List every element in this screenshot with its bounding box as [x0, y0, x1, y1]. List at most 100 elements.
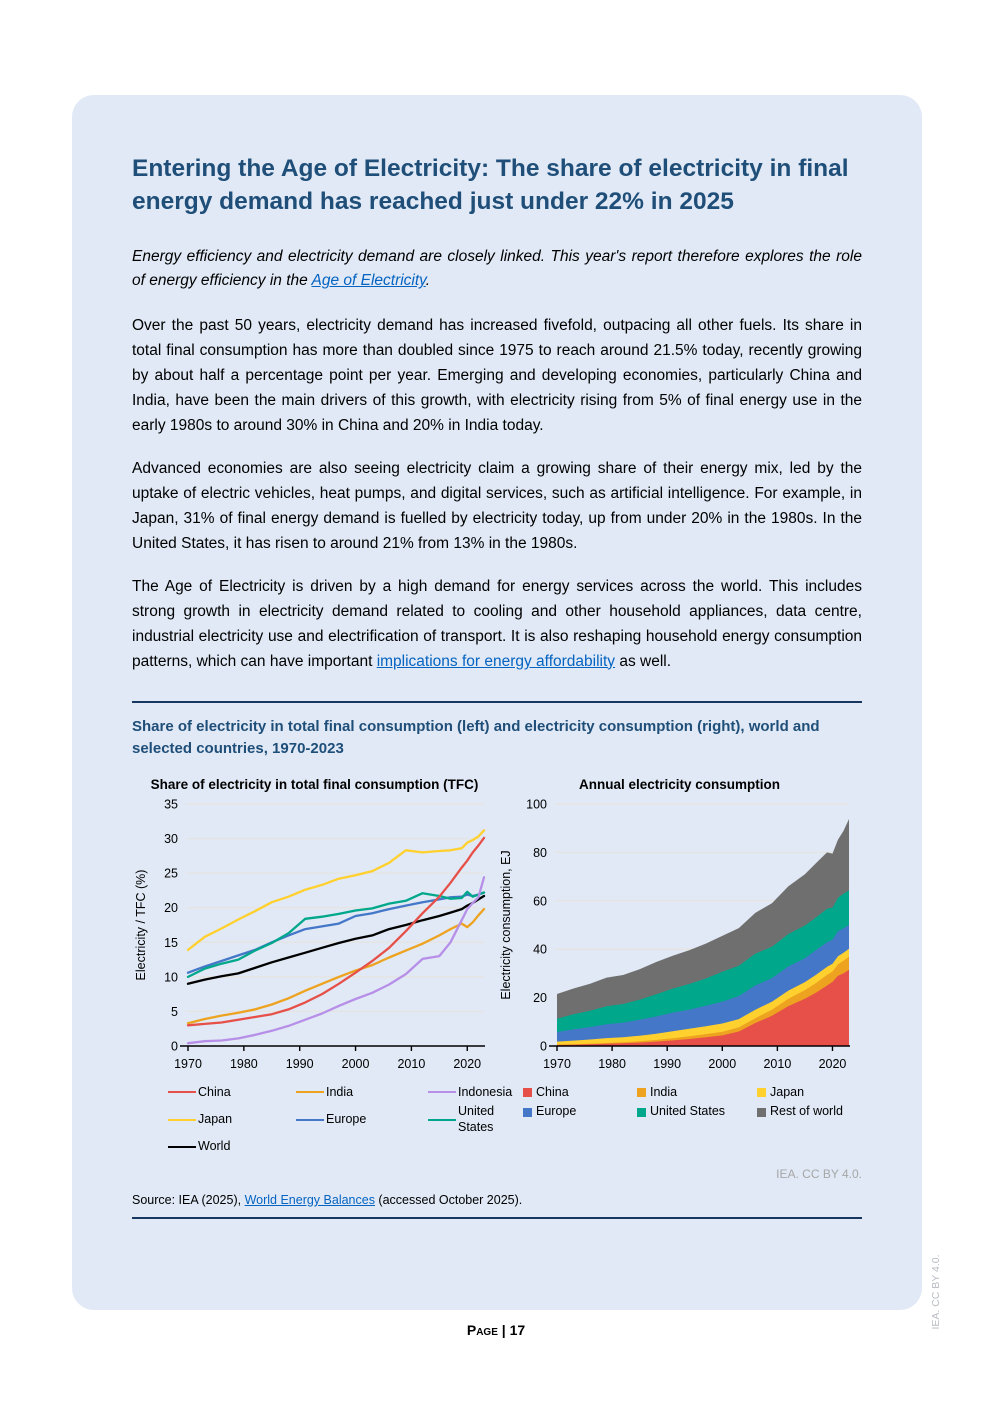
series-line-china [186, 836, 486, 1027]
legend-swatch [757, 1107, 766, 1117]
legend-label: India [650, 1084, 678, 1099]
svg-text:2020: 2020 [819, 1057, 847, 1071]
x-axis: 1970 1980 1990 2000 2010 2020 [543, 1044, 850, 1071]
series-area-china [557, 969, 849, 1046]
svg-text:5: 5 [171, 1005, 178, 1019]
paragraph-2: Advanced economies are also seeing elect… [132, 459, 862, 552]
svg-text:2020: 2020 [453, 1057, 481, 1071]
svg-text:40: 40 [533, 942, 547, 956]
legend-label: Japan [770, 1084, 805, 1099]
figure-heading: Share of electricity in total final cons… [132, 717, 820, 758]
figure-attribution: IEA. CC BY 4.0. [776, 1167, 862, 1182]
legend-item-china: China [523, 1085, 637, 1101]
figure-source: Source: IEA (2025), World Energy Balance… [132, 1193, 862, 1207]
legend-item-indonesia: Indonesia [428, 1085, 512, 1101]
source-text-post: (accessed October 2025). [374, 1193, 523, 1208]
world-energy-balances-link[interactable]: World Energy Balances [244, 1193, 375, 1208]
line-chart-block: Share of electricity in total final cons… [132, 776, 512, 1156]
paragraph-3: The Age of Electricity is driven by a hi… [132, 575, 862, 675]
legend-swatch [523, 1087, 532, 1097]
svg-text:35: 35 [164, 797, 178, 811]
affordability-link[interactable]: implications for energy affordability [376, 652, 616, 670]
svg-text:1990: 1990 [286, 1057, 314, 1071]
line-chart-legend: China India Indonesia Japan Europe United Sta… [168, 1085, 512, 1156]
legend-label: Japan [198, 1112, 233, 1127]
legend-swatch [523, 1107, 532, 1117]
svg-text:2000: 2000 [342, 1057, 370, 1071]
svg-text:10: 10 [164, 970, 178, 984]
figure-bottom-rule [132, 1217, 862, 1220]
paragraph-3-pre: The Age of Electricity is driven by a hi… [132, 577, 862, 670]
line-chart: 0 5 10 15 20 25 30 35 Electricity / TFC (%) 1970 1… [132, 796, 497, 1081]
legend-item-united-states: United States [637, 1104, 757, 1120]
page-title: Entering the Age of Electricity: The sha… [132, 155, 849, 216]
svg-text:25: 25 [164, 866, 178, 880]
svg-text:100: 100 [526, 797, 547, 811]
legend-item-rest-of-world: Rest of world [757, 1104, 862, 1120]
legend-item-india: India [296, 1085, 428, 1101]
figure-charts: Share of electricity in total final cons… [132, 777, 862, 1156]
source-text-pre: Source: IEA (2025), [132, 1193, 245, 1208]
legend-item-japan: Japan [168, 1104, 296, 1135]
legend-label: World [198, 1139, 231, 1154]
y-axis-label: Electricity consumption, EJ [499, 850, 513, 999]
series-line-world [186, 894, 486, 985]
y-tick-labels: 0 20 40 60 80 100 [526, 797, 547, 1053]
svg-text:30: 30 [164, 832, 178, 846]
legend-swatch [168, 1118, 196, 1121]
legend-label: Europe [326, 1112, 367, 1127]
svg-text:2010: 2010 [397, 1057, 425, 1071]
svg-text:1980: 1980 [598, 1057, 626, 1071]
y-axis-label: Electricity / TFC (%) [134, 869, 148, 980]
line-chart-title: Share of electricity in total final cons… [150, 776, 479, 792]
intro-text-post: . [425, 272, 431, 290]
legend-swatch [428, 1091, 456, 1094]
legend-item-europe: Europe [523, 1104, 637, 1120]
legend-swatch [168, 1091, 196, 1094]
age-of-electricity-link[interactable]: Age of Electricity [311, 272, 426, 290]
legend-label: Indonesia [458, 1084, 513, 1099]
series-line-japan [186, 828, 486, 951]
figure-top-rule [132, 700, 862, 703]
legend-item-india: India [637, 1085, 757, 1101]
series-line-united-states [186, 890, 486, 978]
legend-item-united-states: United States [428, 1104, 512, 1135]
svg-text:20: 20 [164, 901, 178, 915]
legend-item-world: World [168, 1139, 296, 1155]
svg-text:2010: 2010 [763, 1057, 791, 1071]
svg-text:1970: 1970 [543, 1057, 571, 1071]
legend-label: United States [650, 1104, 726, 1119]
x-axis: 1970 1980 1990 2000 2010 2020 [174, 1044, 485, 1071]
svg-text:0: 0 [540, 1039, 547, 1053]
svg-text:80: 80 [533, 846, 547, 860]
area-chart: 0 20 40 60 80 100 Electricity consumption, EJ 1… [497, 796, 862, 1081]
svg-text:15: 15 [164, 935, 178, 949]
svg-text:2000: 2000 [708, 1057, 736, 1071]
side-license-note: IEA. CC BY 4.0. [930, 1254, 942, 1330]
area-chart-svg: 0 20 40 60 80 100 Electricity consumption, EJ 1… [499, 797, 850, 1071]
legend-item-europe: Europe [296, 1104, 428, 1135]
legend-item-japan: Japan [757, 1085, 862, 1101]
gridlines [186, 803, 484, 1012]
svg-text:1990: 1990 [653, 1057, 681, 1071]
area-chart-block: Annual electricity consumption 0 20 40 60 80… [497, 777, 862, 1156]
legend-swatch [637, 1107, 646, 1117]
legend-label: India [326, 1084, 354, 1099]
area-chart-title: Annual electricity consumption [578, 776, 781, 792]
legend-swatch [757, 1087, 766, 1097]
intro-paragraph: Energy efficiency and electricity demand… [132, 245, 862, 295]
paragraph-1: Over the past 50 years, electricity dema… [132, 317, 862, 435]
legend-label: Rest of world [770, 1104, 843, 1119]
legend-item-china: China [168, 1085, 296, 1101]
svg-text:1970: 1970 [174, 1057, 202, 1071]
legend-swatch [428, 1118, 456, 1121]
legend-swatch [168, 1146, 196, 1149]
legend-label: China [198, 1084, 231, 1099]
legend-swatch [296, 1118, 324, 1121]
svg-text:1980: 1980 [230, 1057, 258, 1071]
area-chart-legend: China India Japan Europe United States Rest o… [523, 1085, 862, 1120]
svg-text:20: 20 [533, 991, 547, 1005]
legend-label: United States [458, 1104, 495, 1134]
legend-label: China [536, 1084, 569, 1099]
